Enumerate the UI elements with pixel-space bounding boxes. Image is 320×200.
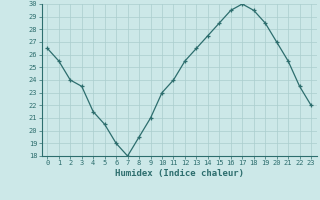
X-axis label: Humidex (Indice chaleur): Humidex (Indice chaleur) <box>115 169 244 178</box>
